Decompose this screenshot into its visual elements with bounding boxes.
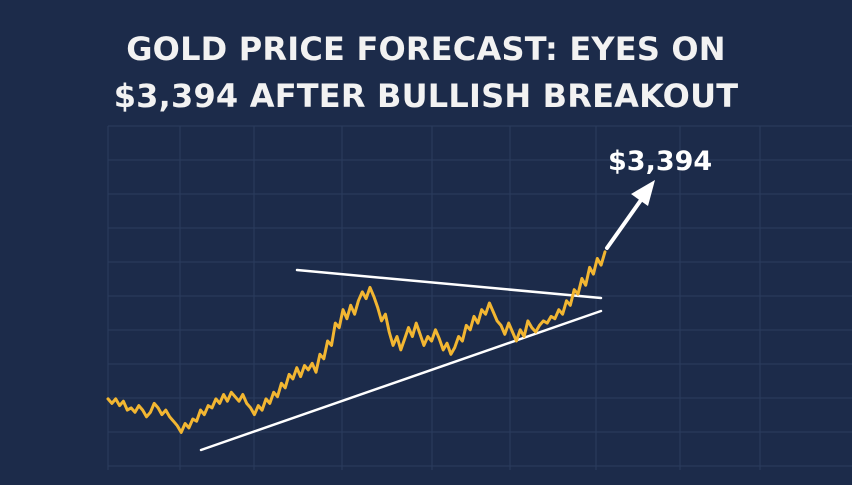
gold-price-line [106, 250, 607, 434]
headline: GOLD PRICE FORECAST: EYES ON $3,394 AFTE… [0, 26, 852, 120]
headline-line-1: GOLD PRICE FORECAST: EYES ON [126, 30, 726, 68]
price-series [106, 250, 607, 434]
headline-line-2: $3,394 AFTER BULLISH BREAKOUT [113, 77, 739, 115]
target-annotation: $3,394 [605, 146, 712, 250]
support-trendline [199, 309, 603, 452]
resistance-trendline [295, 268, 603, 300]
target-arrow-head [631, 180, 655, 206]
grid [107, 125, 852, 470]
target-price-label: $3,394 [608, 146, 712, 177]
trendlines [199, 268, 603, 452]
target-arrow-shaft [605, 198, 643, 250]
